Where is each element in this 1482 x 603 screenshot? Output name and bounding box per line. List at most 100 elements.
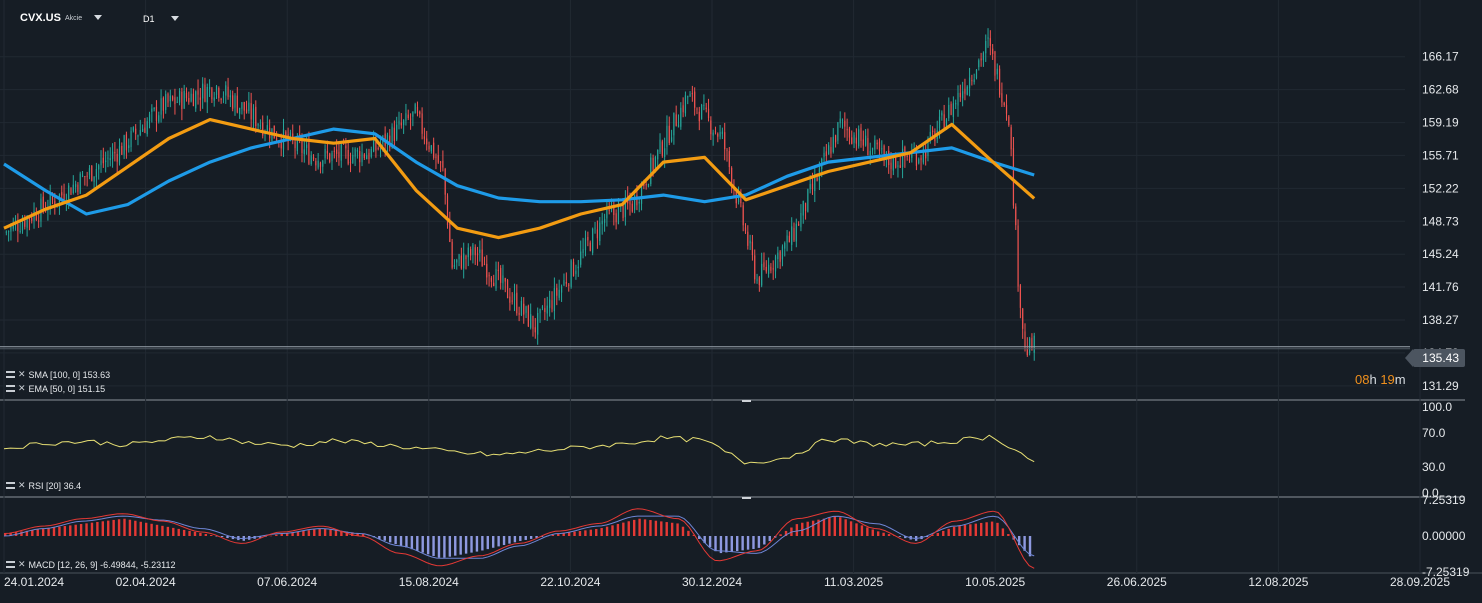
x-tick-label: 07.06.2024 (257, 575, 317, 589)
symbol-label[interactable]: CVX.US (20, 12, 61, 24)
candle-body (204, 84, 206, 102)
x-tick-label: 11.03.2025 (824, 575, 883, 589)
settings-icon[interactable] (6, 385, 15, 392)
candle-body (162, 97, 164, 111)
candle-body (412, 111, 414, 117)
macd-histogram-bar (741, 536, 744, 551)
candle-body (493, 282, 495, 287)
macd-histogram-bar (481, 536, 484, 551)
candle-body (572, 262, 575, 276)
candle-body (675, 114, 677, 126)
candle-body (570, 260, 572, 287)
candle-body (63, 193, 65, 202)
macd-histogram-bar (378, 536, 381, 540)
candle-body (895, 154, 897, 168)
candle-body (712, 132, 714, 136)
candle-body (12, 223, 14, 229)
candle-body (874, 140, 876, 150)
candle-body (828, 145, 830, 155)
timeframe-dropdown-icon[interactable] (171, 16, 179, 21)
candle-body (419, 111, 421, 115)
macd-histogram-bar (719, 536, 723, 554)
macd-histogram-bar (112, 519, 115, 536)
sma-legend[interactable]: ✕ SMA [100, 0] 153.63 (6, 369, 110, 380)
timeframe-label[interactable]: D1 (143, 14, 155, 24)
macd-histogram-bar (725, 536, 728, 553)
close-icon[interactable]: ✕ (18, 559, 26, 569)
candle-body (906, 156, 908, 158)
close-icon[interactable]: ✕ (18, 480, 26, 490)
candle-body (754, 255, 756, 280)
candle-body (236, 95, 238, 113)
macd-legend[interactable]: ✕ MACD [12, 26, 9] -6.49844, -5.23112 (6, 559, 175, 570)
macd-histogram-bar (448, 536, 452, 557)
macd-histogram-bar (616, 523, 620, 536)
macd-histogram-bar (199, 532, 202, 536)
candle-body (1015, 206, 1017, 226)
macd-histogram-bar (605, 526, 609, 536)
macd-histogram-bar (394, 536, 397, 545)
pane-resize-handle (742, 497, 751, 499)
candle-body (176, 101, 178, 103)
macd-histogram-bar (1001, 528, 1005, 536)
settings-icon[interactable] (6, 482, 15, 489)
candle-body (560, 286, 563, 293)
settings-icon[interactable] (6, 371, 15, 378)
candle-body (871, 147, 874, 151)
settings-icon[interactable] (6, 561, 15, 568)
candle-body (599, 222, 601, 242)
macd-histogram-bar (20, 531, 23, 536)
candle-body (93, 176, 95, 182)
y-tick-label: 148.73 (1422, 214, 1459, 228)
macd-histogram-bar (1007, 534, 1010, 536)
current-price-tag: 135.43 (1405, 349, 1465, 367)
macd-histogram-bar (551, 534, 555, 536)
candle-body (749, 240, 751, 244)
candle-body (1008, 116, 1010, 126)
candle-body (853, 135, 855, 143)
macd-histogram-bar (161, 525, 164, 536)
candle-body (19, 230, 21, 232)
candle-body (51, 195, 54, 201)
macd-histogram-bar (562, 533, 565, 536)
macd-histogram-bar (291, 532, 294, 536)
candle-body (426, 138, 428, 145)
candle-body (647, 184, 650, 188)
candle-body (49, 193, 51, 208)
rsi-legend[interactable]: ✕ RSI [20] 36.4 (6, 480, 81, 491)
macd-histogram-bar (492, 536, 495, 548)
candle-body (955, 103, 957, 105)
candle-body (855, 137, 857, 144)
macd-histogram-bar (811, 520, 815, 536)
candle-body (982, 52, 985, 61)
candle-body (558, 289, 560, 298)
macd-histogram-bar (952, 526, 956, 536)
macd-histogram-bar (681, 526, 685, 536)
macd-histogram-bar (540, 536, 544, 537)
close-icon[interactable]: ✕ (18, 383, 26, 393)
macd-histogram-bar (497, 536, 500, 547)
candle-body (98, 165, 100, 170)
candle-body (449, 222, 451, 243)
macd-histogram-bar (833, 516, 837, 536)
ema-legend[interactable]: ✕ EMA [50, 0] 151.15 (6, 383, 105, 394)
candle-body (1017, 225, 1019, 287)
macd-histogram-bar (806, 521, 809, 536)
candle-body (428, 145, 430, 150)
macd-histogram-bar (654, 520, 658, 536)
candle-body (814, 176, 816, 192)
candle-body (721, 131, 723, 135)
x-tick-label: 26.06.2025 (1107, 575, 1167, 589)
symbol-dropdown-icon[interactable] (94, 15, 102, 20)
macd-histogram-bar (107, 520, 110, 536)
macd-histogram-bar (969, 524, 972, 536)
candle-body (717, 133, 719, 137)
macd-tick-label: 0.00000 (1422, 529, 1466, 543)
close-icon[interactable]: ✕ (18, 369, 26, 379)
candle-body (657, 149, 659, 160)
candle-body (899, 165, 901, 168)
candle-body (497, 269, 499, 271)
macd-histogram-bar (600, 528, 603, 536)
